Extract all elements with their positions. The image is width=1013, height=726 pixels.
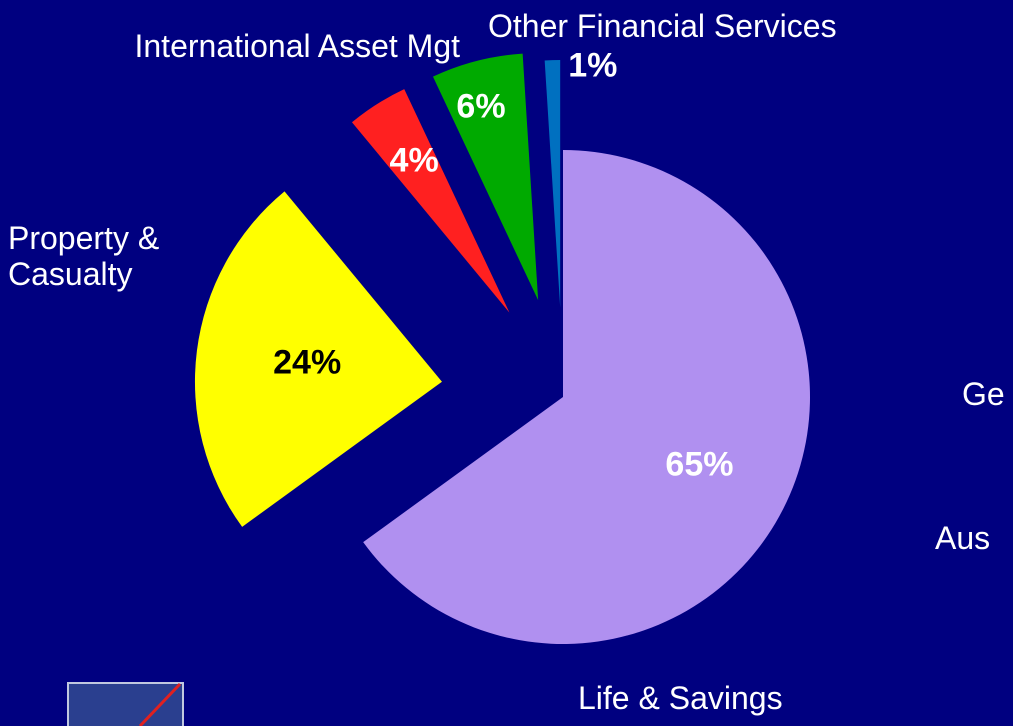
pie-slice	[544, 60, 561, 308]
annotation: Aus	[935, 520, 991, 556]
pie-slice	[363, 150, 810, 644]
pie-slice	[351, 89, 510, 313]
value-label: 6%	[456, 88, 505, 126]
category-label: Property & Casualty	[8, 220, 160, 292]
value-label: 24%	[273, 344, 341, 382]
annotation: Ge	[962, 376, 1005, 412]
category-label: Other Financial Services	[488, 8, 837, 44]
category-label: International Asset Mgt	[134, 28, 460, 64]
value-label: 65%	[665, 446, 733, 484]
pie-slice	[432, 53, 539, 301]
pie-slice	[194, 191, 442, 527]
value-label: 1%	[568, 46, 617, 84]
category-label: Life & Savings	[578, 680, 783, 716]
logo	[67, 682, 184, 726]
value-label: 4%	[390, 141, 439, 179]
